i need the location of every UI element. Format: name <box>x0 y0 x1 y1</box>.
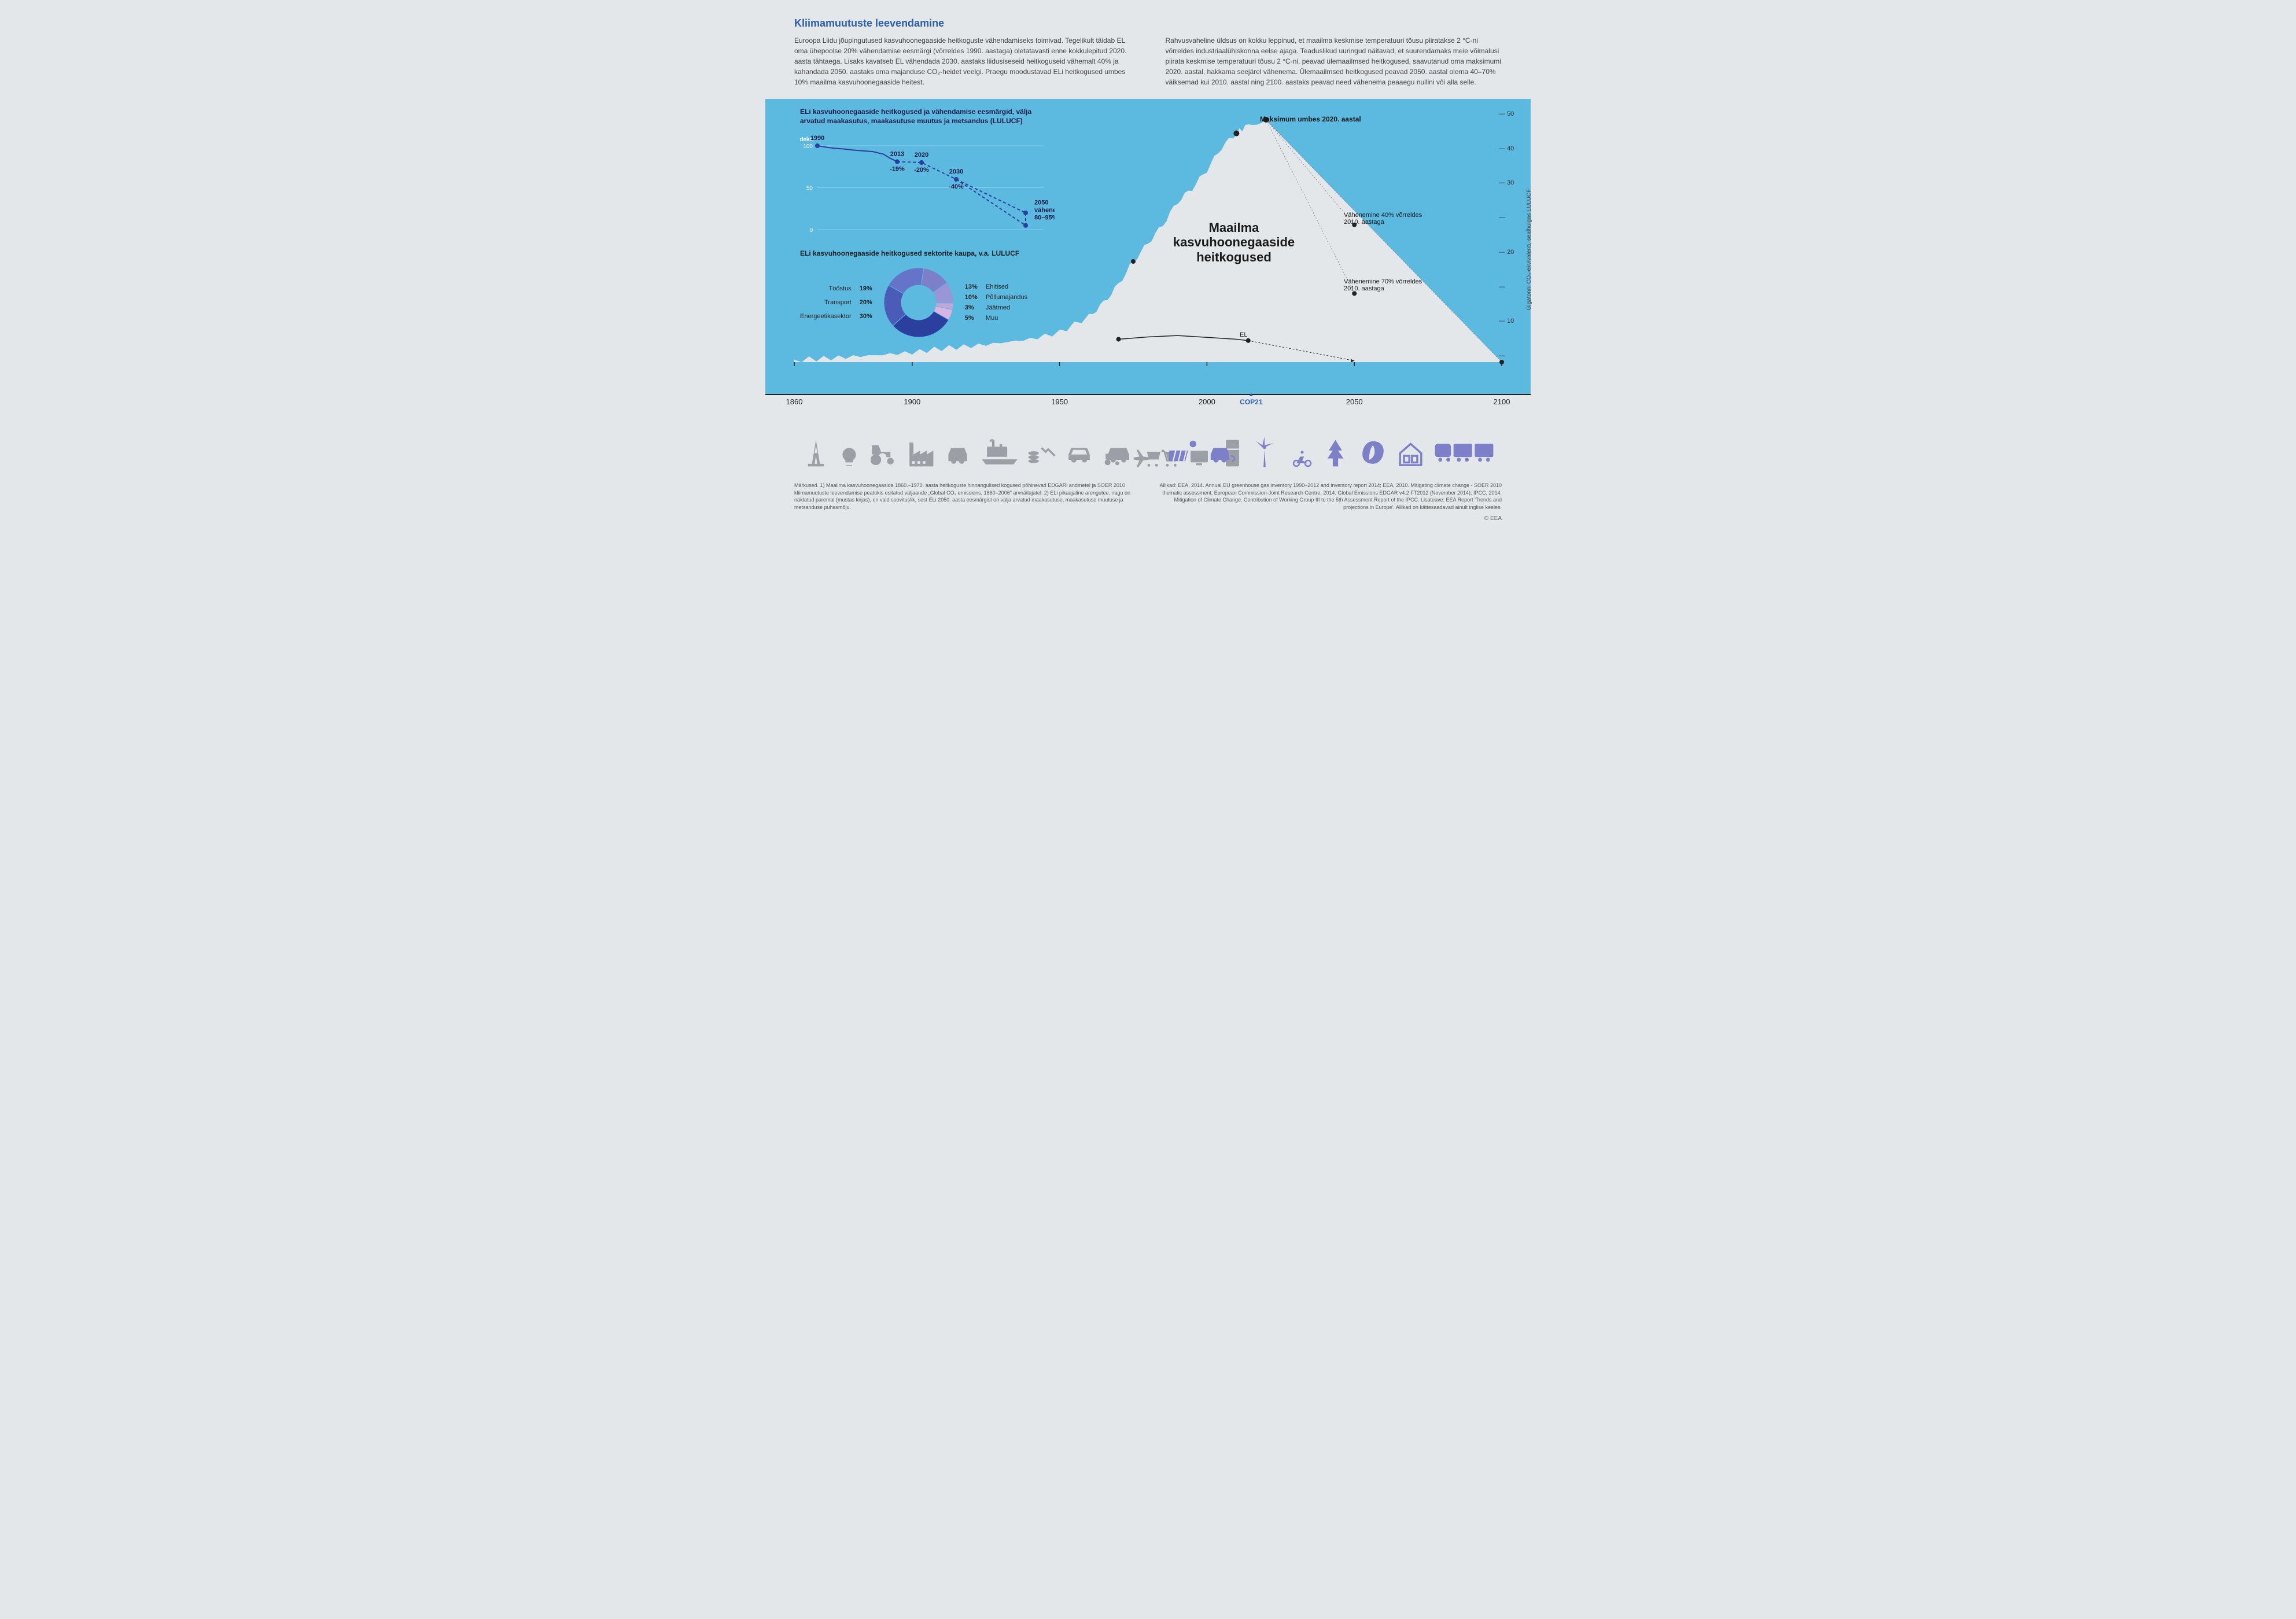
ytick: — 40 <box>1499 145 1522 152</box>
year-tick: 2000 <box>1199 397 1215 406</box>
cart-coins-icon <box>1140 446 1163 469</box>
future-icons <box>1103 434 1496 469</box>
ytick: — <box>1499 214 1522 221</box>
ytick: — 20 <box>1499 249 1522 256</box>
ytick: — 30 <box>1499 179 1522 186</box>
eco-car-icon <box>1103 437 1134 469</box>
svg-text:2020: 2020 <box>915 152 928 158</box>
donut-left-labels: Tööstus 19% Transport 20% Energeetikasek… <box>800 278 872 327</box>
car-icon <box>1063 437 1095 469</box>
svg-text:50: 50 <box>806 186 813 192</box>
svg-text:-20%: -20% <box>914 167 929 174</box>
factory-icon <box>904 437 936 469</box>
old-car-icon <box>942 437 974 469</box>
solar-panel-icon <box>1169 437 1201 469</box>
svg-text:100: 100 <box>803 143 813 150</box>
eco-house-icon <box>1395 437 1427 469</box>
eu-line-label: EL <box>1240 331 1247 338</box>
icon-strip <box>765 411 1531 475</box>
svg-text:1990: 1990 <box>810 135 824 142</box>
ytick: — <box>1499 352 1522 359</box>
cop21-marker: COP21 <box>1240 399 1262 406</box>
lightbulb-icon <box>838 446 861 469</box>
intro-columns: Euroopa Liidu jõupingutused kasvuhoonega… <box>794 35 1502 87</box>
svg-text:vähenemine: vähenemine <box>1034 207 1055 214</box>
footnote-left: Märkused. 1) Maailma kasvuhoonegaaside 1… <box>794 482 1137 511</box>
ytick: — <box>1499 283 1522 290</box>
year-tick: 1950 <box>1051 397 1068 406</box>
donut-title: ELi kasvuhoonegaaside heitkogused sektor… <box>800 249 1055 257</box>
svg-text:2030: 2030 <box>949 168 963 175</box>
year-tick: 2050 <box>1346 397 1363 406</box>
ytick: — 50 <box>1499 110 1522 117</box>
footnotes: Märkused. 1) Maailma kasvuhoonegaaside 1… <box>794 482 1502 511</box>
year-tick: 1860 <box>786 397 803 406</box>
page-title: Kliimamuutuste leevendamine <box>794 17 1502 29</box>
proj-70-label: Vähenemine 70% võrreldes 2010. aastaga <box>1344 278 1436 292</box>
intro-right: Rahvusvaheline üldsus on kokku leppinud,… <box>1166 35 1502 87</box>
donut-chart: ELi kasvuhoonegaaside heitkogused sektor… <box>800 249 1055 343</box>
footnote-right: Allikad: EEA, 2014. Annual EU greenhouse… <box>1160 482 1502 511</box>
leaf-icon <box>1357 437 1389 469</box>
copyright: © EEA <box>794 515 1502 522</box>
donut-right-labels: 13% Ehitised 10% Põllumajandus 3% Jäätme… <box>965 280 1027 325</box>
world-chart-title: Maailma kasvuhoonegaaside heitkogused <box>1159 220 1309 264</box>
svg-text:-19%: -19% <box>890 166 905 173</box>
ev-car-icon <box>1207 437 1239 469</box>
svg-text:-40%: -40% <box>949 183 964 190</box>
svg-text:2013: 2013 <box>890 151 904 158</box>
peak-label: Maksimum umbes 2020. aastal <box>1260 115 1361 123</box>
eu-index-chart: ELi kasvuhoonegaaside heitkogused ja väh… <box>800 108 1055 244</box>
intro-left: Euroopa Liidu jõupingutused kasvuhoonega… <box>794 35 1131 87</box>
year-tick: 1900 <box>904 397 920 406</box>
ship-icon <box>979 434 1020 469</box>
proj-40-label: Vähenemine 40% võrreldes 2010. aastaga <box>1344 212 1436 226</box>
eu-chart-title: ELi kasvuhoonegaaside heitkogused ja väh… <box>800 108 1055 126</box>
svg-text:2050: 2050 <box>1034 200 1048 206</box>
train-icon <box>1432 434 1496 469</box>
main-chart-zone: Maailma kasvuhoonegaaside heitkogused Ma… <box>765 99 1531 394</box>
tractor-icon <box>867 437 898 469</box>
year-tick: 2100 <box>1494 397 1510 406</box>
svg-text:80–95%: 80–95% <box>1034 215 1055 222</box>
oil-rig-icon <box>800 437 832 469</box>
right-y-axis: — 50 — 40 — 30 — — 20 — — 10 — <box>1499 110 1522 359</box>
ytick: — 10 <box>1499 318 1522 324</box>
wind-turbine-icon <box>1244 434 1285 469</box>
x-axis: COP21 1860 1900 1950 2000 2050 2100 <box>765 394 1531 411</box>
svg-text:0: 0 <box>809 227 813 234</box>
cyclist-icon <box>1291 446 1314 469</box>
coins-chart-icon <box>1026 437 1057 469</box>
tree-icon <box>1320 437 1351 469</box>
right-axis-label: Gigatonni CO₂-ekvivalenti, sealhulgas LU… <box>1527 189 1533 311</box>
